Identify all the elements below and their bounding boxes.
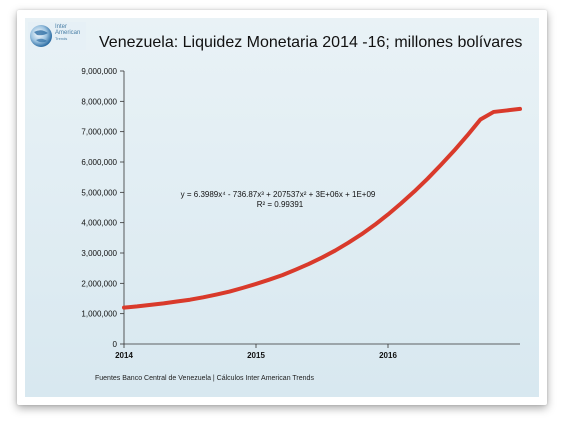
chart: 0 1,000,000 2,000,000 3,000,000 4,000,000 5,0… [81,67,522,360]
y-tick-label: 2,000,000 [81,279,117,288]
logo-text: Inter American Trends [55,24,95,42]
logo-line-3: Trends [55,36,68,41]
y-tick-label: 5,000,000 [81,188,117,197]
x-tick-label: 2014 [115,351,133,360]
y-tick-label: 0 [113,340,118,349]
globe-logo-icon [28,22,86,50]
trendline-r-squared: R² = 0.99391 [257,200,304,209]
y-tick-label: 4,000,000 [81,219,117,228]
y-tick-label: 7,000,000 [81,128,117,137]
x-axis: 2014 2015 2016 [115,343,520,360]
x-tick-label: 2015 [247,351,265,360]
y-axis: 0 1,000,000 2,000,000 3,000,000 4,000,000 5,0… [81,67,125,349]
x-tick-label: 2016 [379,351,397,360]
chart-title: Venezuela: Liquidez Monetaria 2014 -16; … [99,34,523,51]
slide-frame: Inter American Trends Venezuela: Liquide… [17,10,547,405]
y-tick-label: 6,000,000 [81,158,117,167]
series-line [122,106,522,310]
data-scatter-trace [123,108,521,309]
chart-marks [122,106,522,310]
trendline-equation: y = 6.3989x⁴ - 736.87x³ + 207537x² + 3E+… [181,190,376,199]
chart-slide: Inter American Trends Venezuela: Liquide… [25,18,539,397]
logo-line-2: American [55,30,81,36]
y-tick-label: 3,000,000 [81,249,117,258]
y-tick-label: 8,000,000 [81,97,117,106]
source-note: Fuentes Banco Central de Venezuela | Cál… [95,375,314,382]
logo-line-1: Inter [55,24,68,30]
y-tick-label: 9,000,000 [81,67,117,76]
y-tick-label: 1,000,000 [81,310,117,319]
